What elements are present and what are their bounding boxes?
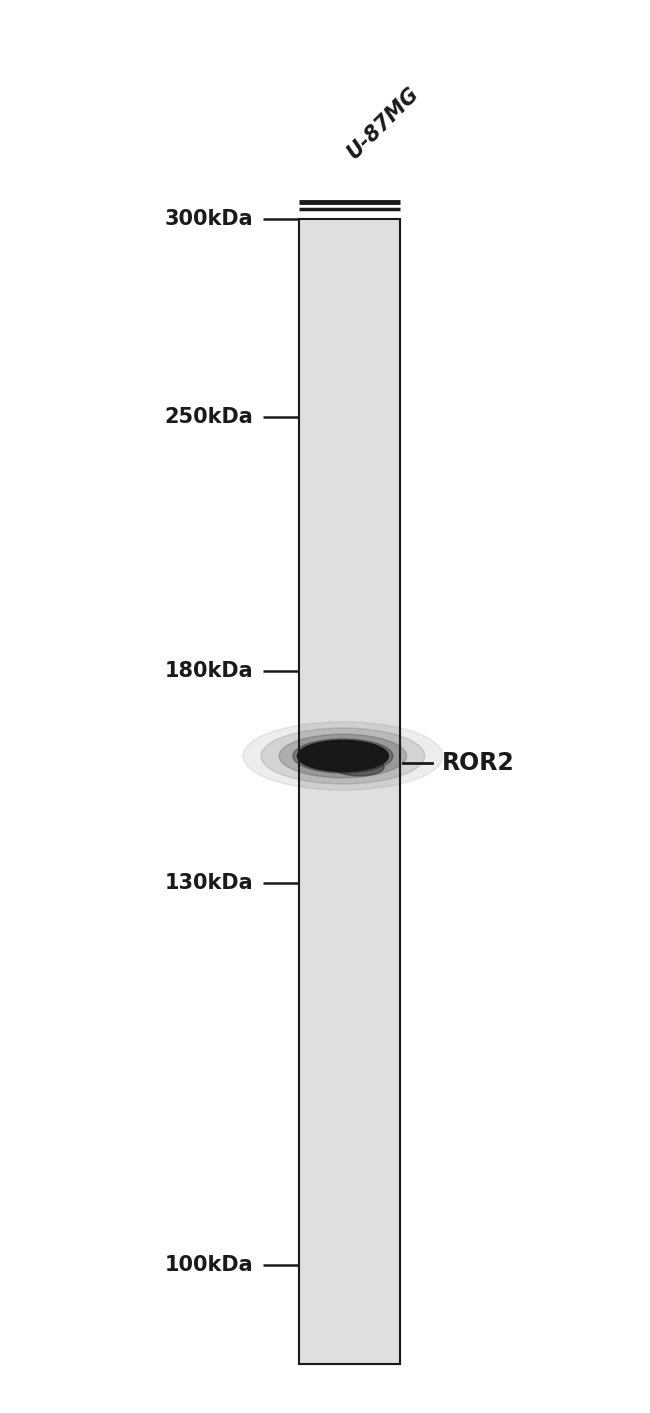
Ellipse shape	[334, 759, 384, 776]
Text: ROR2: ROR2	[442, 752, 515, 774]
Ellipse shape	[261, 728, 425, 784]
Text: 300kDa: 300kDa	[165, 209, 254, 229]
Text: 100kDa: 100kDa	[165, 1255, 254, 1275]
Bar	[299, 219, 400, 1364]
Ellipse shape	[242, 722, 443, 790]
Ellipse shape	[292, 739, 393, 773]
Bar	[299, 219, 400, 1364]
Ellipse shape	[280, 735, 407, 777]
Text: 130kDa: 130kDa	[165, 873, 254, 893]
Text: U-87MG: U-87MG	[343, 83, 422, 162]
Text: 250kDa: 250kDa	[164, 407, 254, 427]
Ellipse shape	[298, 740, 389, 771]
Text: 180kDa: 180kDa	[165, 661, 254, 681]
